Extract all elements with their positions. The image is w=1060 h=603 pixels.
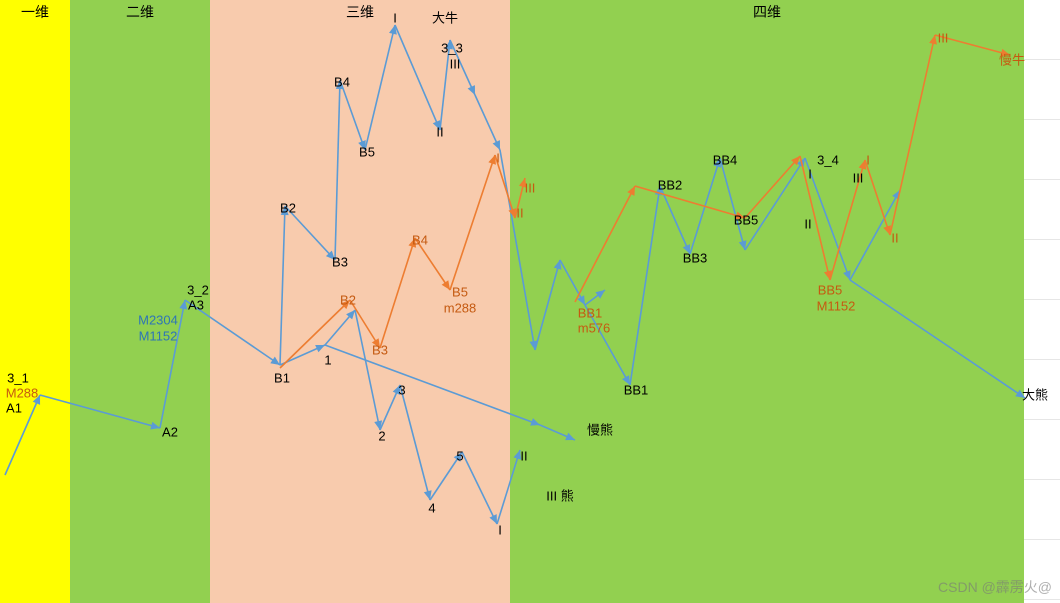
label-14: II (436, 125, 443, 140)
diagram-stage: 一维二维三维四维3_1M288A1A23_2A3M2304M1152B1B2B3… (0, 0, 1060, 603)
label-25: II (516, 206, 523, 221)
watermark: CSDN @霹雳火@ (938, 577, 1052, 597)
label-37: m576 (578, 321, 611, 336)
label-15: 大牛 (432, 11, 458, 26)
label-38: BB2 (658, 178, 683, 193)
label-33: III 熊 (546, 489, 573, 504)
label-19: B3 (372, 343, 388, 358)
label-52: 大熊 (1022, 388, 1048, 403)
label-21: B5 (452, 285, 468, 300)
label-13: I (393, 11, 397, 26)
label-11: B4 (334, 75, 350, 90)
label-2: A1 (6, 401, 22, 416)
label-45: III (853, 171, 864, 186)
label-18: B2 (340, 293, 356, 308)
label-22: m288 (444, 301, 477, 316)
arrow-layer (0, 0, 1060, 603)
label-34: 慢熊 (587, 423, 613, 438)
label-35: BB1 (624, 383, 649, 398)
label-43: 3_4 (817, 153, 839, 168)
label-49: II (891, 231, 898, 246)
label-48: I (866, 153, 870, 168)
label-41: BB5 (734, 213, 759, 228)
label-50: III (938, 31, 949, 46)
label-9: B2 (280, 201, 296, 216)
label-10: B3 (332, 255, 348, 270)
label-20: B4 (412, 233, 428, 248)
label-12: B5 (359, 145, 375, 160)
label-26: 1 (324, 353, 331, 368)
label-39: BB3 (683, 251, 708, 266)
label-8: B1 (274, 371, 290, 386)
label-29: 4 (428, 501, 435, 516)
label-44: II (804, 217, 811, 232)
label-40: BB4 (713, 153, 738, 168)
label-1: M288 (6, 386, 39, 401)
label-7: M1152 (139, 329, 178, 344)
label-4: 3_2 (187, 283, 209, 298)
label-5: A3 (188, 298, 204, 313)
label-32: II (520, 449, 527, 464)
label-6: M2304 (138, 313, 178, 328)
label-51: 慢牛 (999, 53, 1025, 68)
label-31: I (498, 523, 502, 538)
label-23: I (496, 151, 500, 166)
label-46: BB5 (818, 283, 843, 298)
label-24: III (525, 181, 536, 196)
label-28: 3 (398, 383, 405, 398)
label-36: BB1 (578, 306, 603, 321)
label-27: 2 (378, 429, 385, 444)
label-30: 5 (456, 449, 463, 464)
label-17: III (450, 57, 461, 72)
label-47: M1152 (817, 299, 856, 314)
label-3: A2 (162, 425, 178, 440)
label-16: 3_3 (441, 41, 463, 56)
label-0: 3_1 (7, 371, 29, 386)
label-42: I (808, 167, 812, 182)
